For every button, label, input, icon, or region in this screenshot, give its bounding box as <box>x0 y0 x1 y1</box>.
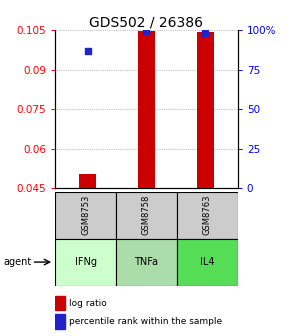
Point <box>85 48 90 53</box>
Bar <box>79 174 96 188</box>
Bar <box>177 192 238 239</box>
Bar <box>55 296 65 310</box>
Bar <box>177 239 238 286</box>
Bar <box>55 192 116 239</box>
Text: log ratio: log ratio <box>69 299 106 308</box>
Bar <box>55 314 65 329</box>
Text: GSM8763: GSM8763 <box>203 195 212 235</box>
Text: percentile rank within the sample: percentile rank within the sample <box>69 317 222 326</box>
Point <box>144 28 149 34</box>
Text: GSM8758: GSM8758 <box>142 195 151 235</box>
Text: agent: agent <box>3 257 31 267</box>
Bar <box>116 192 177 239</box>
Bar <box>55 239 116 286</box>
Title: GDS502 / 26386: GDS502 / 26386 <box>89 15 204 29</box>
Bar <box>138 31 155 188</box>
Point <box>203 30 208 35</box>
Text: GSM8753: GSM8753 <box>81 195 90 235</box>
Bar <box>116 239 177 286</box>
Text: IFNg: IFNg <box>75 257 97 267</box>
Text: TNFa: TNFa <box>135 257 158 267</box>
Text: IL4: IL4 <box>200 257 215 267</box>
Bar <box>197 32 214 188</box>
